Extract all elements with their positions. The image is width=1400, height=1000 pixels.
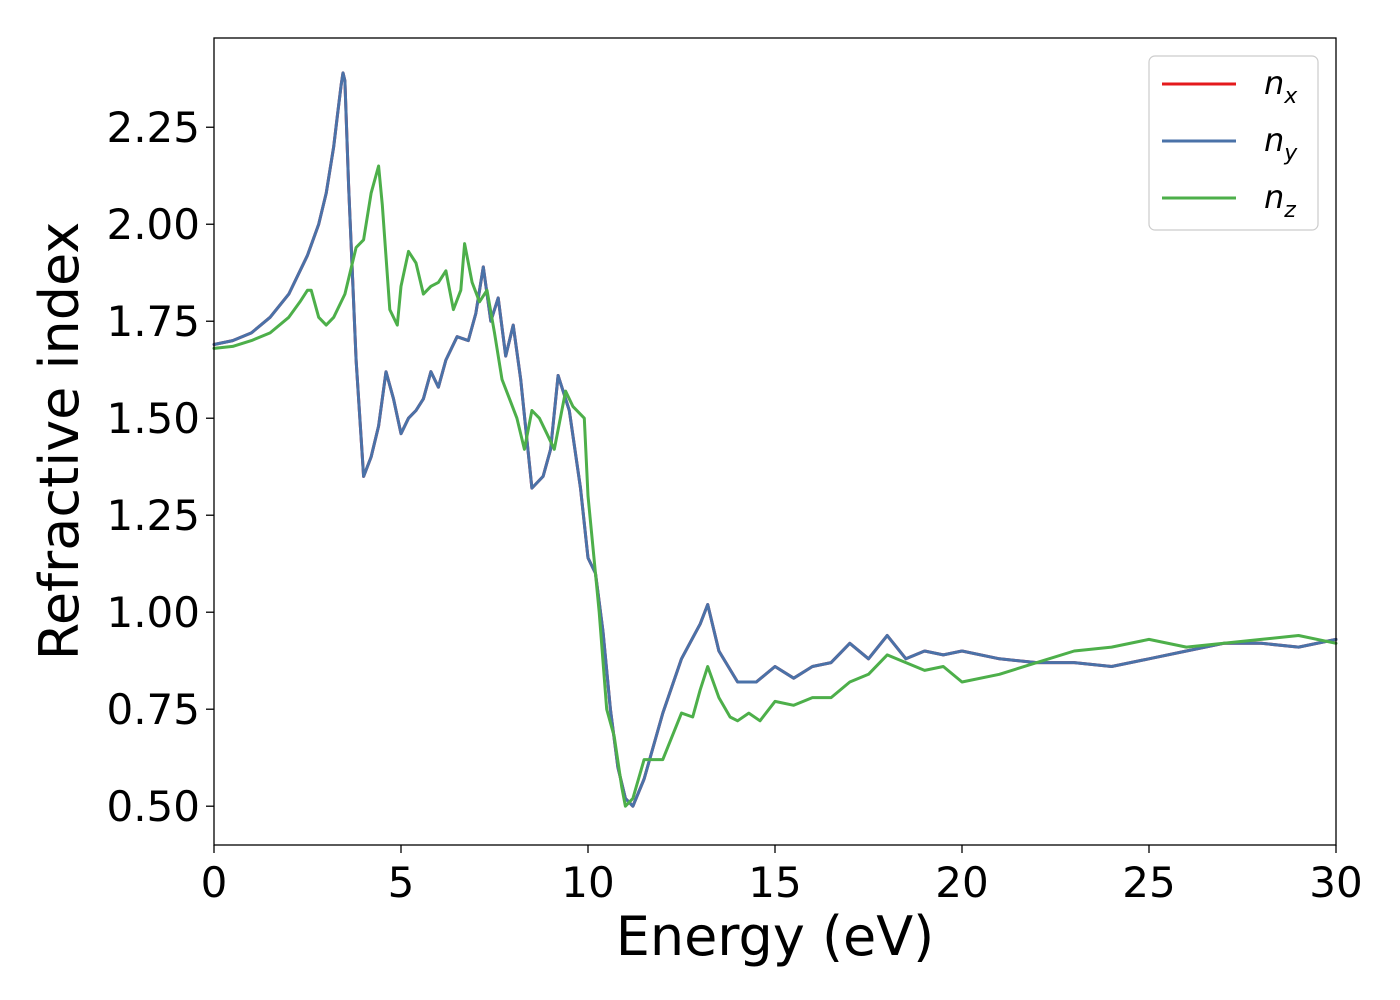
y-tick-label: 1.25 [106,491,200,540]
y-tick-label: 1.75 [106,297,200,346]
y-tick-label: 1.50 [106,394,200,443]
legend: nx ny nz [1148,55,1319,231]
legend-label-n-y: ny [1264,121,1298,166]
legend-entries: nx ny nz [1162,64,1298,223]
legend-label-n-x: nx [1264,64,1298,109]
x-tick-label: 5 [388,858,415,907]
x-tick-label: 15 [748,858,801,907]
series-line-n-z [212,164,1338,808]
y-tick-label: 2.25 [106,103,200,152]
x-tick-label: 30 [1309,858,1362,907]
y-tick-label: 2.00 [106,200,200,249]
x-tick-label: 0 [201,858,228,907]
x-tick-label: 20 [935,858,988,907]
series-line-n-y [212,71,1338,808]
x-axis-ticks: 0 5 10 15 20 25 30 [201,845,1363,907]
y-tick-label: 0.75 [106,685,200,734]
y-tick-label: 1.00 [106,588,200,637]
y-axis-ticks: 0.50 0.75 1.00 1.25 1.50 1.75 2.00 2.25 [106,103,214,831]
y-axis-label: Refractive index [28,222,91,661]
x-tick-label: 25 [1122,858,1175,907]
series-layer [212,71,1338,808]
x-tick-label: 10 [561,858,614,907]
legend-box [1148,55,1319,231]
x-axis-label: Energy (eV) [616,905,935,968]
legend-label-n-z: nz [1264,178,1296,223]
y-tick-label: 0.50 [106,782,200,831]
